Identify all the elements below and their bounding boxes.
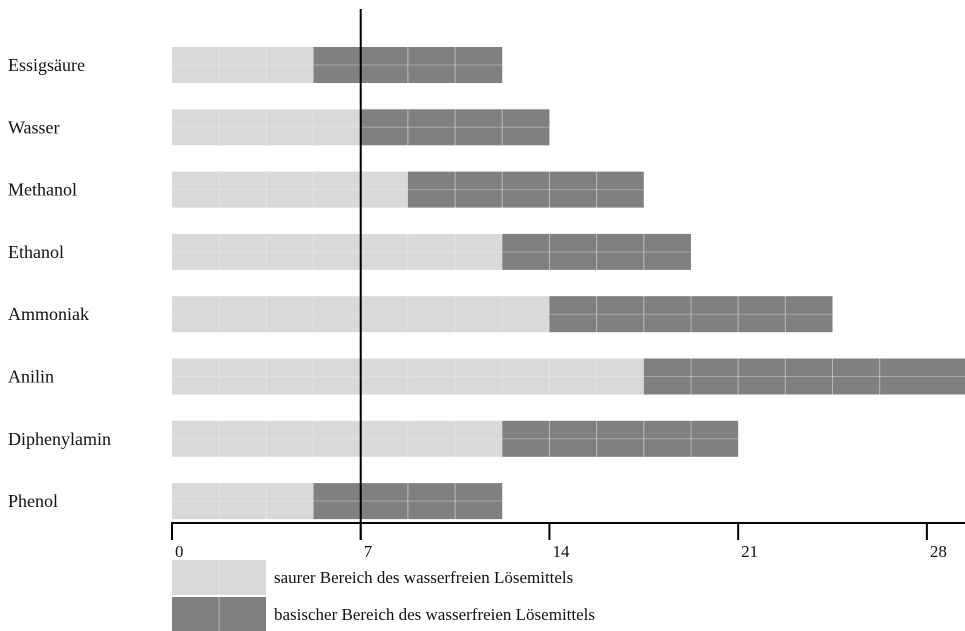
category-label-ammoniak: Ammoniak	[8, 304, 89, 324]
legend-label-acid: saurer Bereich des wasserfreien Lösemitt…	[274, 568, 573, 587]
bar-base-methanol	[407, 171, 644, 208]
category-labels: Essigsäure Wasser Methanol Ethanol Ammoniak A…	[8, 55, 111, 511]
bar-base-diphenylamin	[502, 420, 739, 457]
bar-acid-methanol	[172, 171, 408, 208]
category-label-anilin: Anilin	[8, 367, 54, 387]
category-label-ethanol: Ethanol	[8, 242, 64, 262]
legend-label-base: basischer Bereich des wasserfreien Lösem…	[274, 605, 595, 624]
category-label-diphenylamin: Diphenylamin	[8, 429, 111, 449]
category-label-wasser: Wasser	[8, 117, 60, 137]
bar-acid-ethanol	[172, 233, 503, 270]
x-tick-label-14: 14	[552, 542, 570, 561]
legend: saurer Bereich des wasserfreien Lösemitt…	[172, 560, 595, 631]
x-axis: 0 7 14 21 28	[171, 9, 965, 561]
bar-acid-diphenylamin	[172, 420, 503, 457]
bar-acid-phenol	[172, 483, 314, 520]
category-label-phenol: Phenol	[8, 491, 58, 511]
category-label-essigsaeure: Essigsäure	[8, 55, 85, 75]
x-tick-label-0: 0	[175, 542, 184, 561]
x-tick-label-21: 21	[741, 542, 758, 561]
x-tick-label-7: 7	[364, 542, 373, 561]
bars-layer	[172, 47, 965, 520]
x-tick-label-28: 28	[930, 542, 947, 561]
bar-base-anilin	[643, 358, 965, 395]
category-label-methanol: Methanol	[8, 180, 77, 200]
bar-acid-essigsaeure	[172, 47, 314, 83]
